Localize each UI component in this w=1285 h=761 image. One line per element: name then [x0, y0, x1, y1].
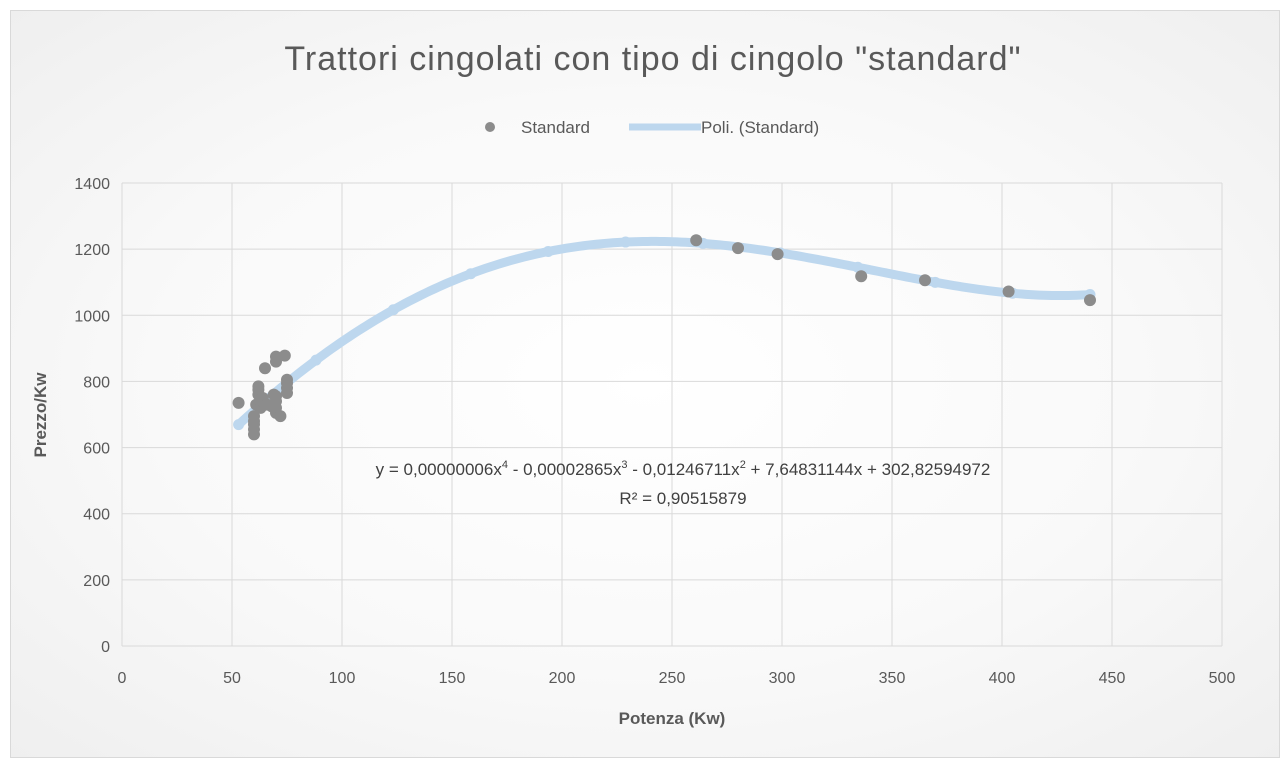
legend-label-standard: Standard [521, 118, 590, 137]
y-tick-label: 1400 [74, 176, 110, 193]
trendline-marker [465, 268, 476, 279]
trendline-marker [930, 277, 941, 288]
x-tick-label: 400 [989, 670, 1016, 687]
trendline-marker [311, 355, 322, 366]
data-point [233, 397, 245, 409]
trendline-marker [620, 237, 631, 248]
data-point [855, 270, 867, 282]
data-point [690, 234, 702, 246]
x-tick-label: 100 [329, 670, 356, 687]
trendline-curve [239, 241, 1090, 424]
y-tick-label: 1200 [74, 242, 110, 259]
data-point [252, 380, 264, 392]
y-tick-label: 400 [83, 507, 110, 524]
data-point [1084, 294, 1096, 306]
equation-term-3: - 0,00002865x [508, 460, 622, 479]
data-point [279, 350, 291, 362]
trendline-marker [388, 304, 399, 315]
data-point [270, 390, 282, 402]
data-point [772, 248, 784, 260]
trendline-layer [233, 237, 1095, 431]
legend-marker-standard [485, 122, 495, 132]
x-tick-label: 200 [549, 670, 576, 687]
data-points [233, 234, 1096, 440]
trendline-marker [543, 246, 554, 257]
y-tick-label: 800 [83, 374, 110, 391]
data-point [274, 410, 286, 422]
data-point [281, 374, 293, 386]
x-tick-label: 0 [118, 670, 127, 687]
x-tick-label: 250 [659, 670, 686, 687]
trendline-equation: y = 0,00000006x4 - 0,00002865x3 - 0,0124… [376, 459, 991, 479]
legend-label-trendline: Poli. (Standard) [701, 118, 819, 137]
x-axis-ticks: 0 50 100 150 200 250 300 350 400 450 500 [118, 670, 1236, 687]
data-point [259, 362, 271, 374]
gridlines [122, 183, 1222, 646]
x-axis-title: Potenza (Kw) [619, 709, 726, 728]
y-axis-title: Prezzo/Kw [31, 372, 50, 458]
equation-term-2: - 0,01246711x [628, 460, 741, 479]
chart-title: Trattori cingolati con tipo di cingolo "… [284, 40, 1021, 78]
y-tick-label: 0 [101, 639, 110, 656]
x-tick-label: 50 [223, 670, 241, 687]
x-tick-label: 150 [439, 670, 466, 687]
legend: Standard Poli. (Standard) [485, 118, 819, 137]
data-point [1003, 285, 1015, 297]
x-tick-label: 500 [1209, 670, 1236, 687]
x-tick-label: 450 [1099, 670, 1126, 687]
y-tick-label: 1000 [74, 308, 110, 325]
data-point [732, 242, 744, 254]
r-squared-label: R² = 0,90515879 [619, 489, 746, 508]
trendline-marker [233, 419, 244, 430]
y-tick-label: 600 [83, 441, 110, 458]
data-point [919, 274, 931, 286]
y-tick-label: 200 [83, 573, 110, 590]
equation-prefix: y = 0,00000006x [376, 460, 503, 479]
y-axis-ticks: 0 200 400 600 800 1000 1200 1400 [74, 176, 110, 656]
equation-term-1: + 7,64831144x + 302,82594972 [746, 460, 991, 479]
x-tick-label: 300 [769, 670, 796, 687]
x-tick-label: 350 [879, 670, 906, 687]
